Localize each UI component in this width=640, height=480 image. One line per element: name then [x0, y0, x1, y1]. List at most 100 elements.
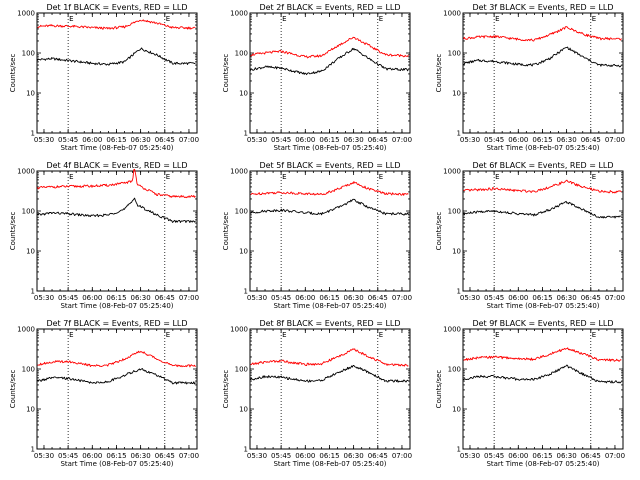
x-tick-label: 06:15	[319, 294, 339, 302]
x-tick-label: 06:30	[344, 294, 364, 302]
y-tick-label: 10	[239, 406, 248, 414]
x-tick-label: 06:30	[557, 452, 577, 460]
subplot-title: Det 8f BLACK = Events, RED = LLD	[259, 319, 400, 328]
y-tick-label: 1	[457, 130, 461, 138]
y-axis-label: Counts/sec	[9, 370, 17, 409]
y-tick-label: 100	[22, 366, 35, 374]
y-tick-label: 1000	[17, 10, 35, 18]
subplot-det-5f: Det 5f BLACK = Events, RED = LLD 1 10 100 10…	[222, 161, 412, 310]
x-tick-label: 06:15	[319, 452, 339, 460]
plot-frame	[36, 328, 198, 450]
x-tick-label: 07:00	[392, 294, 412, 302]
x-tick-label: 05:45	[484, 294, 504, 302]
reference-marker-label: E	[495, 173, 499, 181]
y-tick-label: 1	[31, 446, 35, 454]
x-tick-label: 07:00	[179, 294, 199, 302]
x-tick-label: 07:00	[605, 294, 625, 302]
x-tick-label: 06:30	[344, 452, 364, 460]
events-series-line	[463, 364, 622, 384]
reference-marker-label: E	[592, 331, 596, 339]
x-tick-label: 06:30	[131, 136, 151, 144]
lld-series-line	[37, 19, 196, 30]
x-axis-label: Start Time (08-Feb-07 05:25:40)	[273, 144, 386, 152]
x-tick-label: 05:45	[271, 294, 291, 302]
x-tick-label: 06:30	[557, 136, 577, 144]
y-tick-label: 100	[448, 208, 461, 216]
x-tick-label: 06:15	[106, 452, 126, 460]
reference-marker-label: E	[495, 15, 499, 23]
reference-marker-label: E	[69, 331, 73, 339]
y-tick-label: 100	[22, 50, 35, 58]
reference-marker-label: E	[379, 15, 383, 23]
y-tick-label: 1000	[230, 168, 248, 176]
subplot-det-1f: Det 1f BLACK = Events, RED = LLD 1 10 100 10…	[9, 3, 199, 152]
x-tick-label: 06:15	[106, 294, 126, 302]
reference-marker-label: E	[592, 173, 596, 181]
plot-frame	[36, 170, 198, 292]
lld-series-line	[463, 26, 622, 42]
reference-marker-label: E	[166, 331, 170, 339]
y-tick-label: 100	[235, 208, 248, 216]
y-axis-label: Counts/sec	[435, 54, 443, 93]
x-tick-label: 05:30	[247, 294, 267, 302]
subplot-det-8f: Det 8f BLACK = Events, RED = LLD 1 10 100 10…	[222, 319, 412, 468]
plot-frame	[36, 12, 198, 134]
x-tick-label: 06:15	[532, 294, 552, 302]
y-tick-label: 1000	[17, 326, 35, 334]
reference-marker-label: E	[379, 331, 383, 339]
x-tick-label: 05:30	[34, 136, 54, 144]
plot-frame	[462, 170, 624, 292]
y-axis-label: Counts/sec	[222, 212, 230, 251]
x-tick-label: 05:30	[247, 136, 267, 144]
y-tick-label: 10	[26, 248, 35, 256]
x-tick-label: 07:00	[392, 136, 412, 144]
x-tick-label: 06:15	[319, 136, 339, 144]
reference-marker-label: E	[166, 15, 170, 23]
x-tick-label: 06:00	[508, 136, 528, 144]
x-tick-label: 06:15	[532, 452, 552, 460]
y-axis-label: Counts/sec	[222, 54, 230, 93]
subplot-det-6f: Det 6f BLACK = Events, RED = LLD 1 10 100 10…	[435, 161, 625, 310]
x-tick-label: 06:45	[581, 294, 601, 302]
reference-marker-label: E	[379, 173, 383, 181]
x-tick-label: 07:00	[179, 452, 199, 460]
x-tick-label: 05:30	[460, 136, 480, 144]
y-axis-label: Counts/sec	[222, 370, 230, 409]
y-tick-label: 10	[26, 90, 35, 98]
y-axis-label: Counts/sec	[435, 212, 443, 251]
y-tick-label: 1	[244, 130, 248, 138]
plot-frame	[249, 12, 411, 134]
x-tick-label: 06:30	[131, 452, 151, 460]
x-tick-label: 06:00	[295, 452, 315, 460]
subplot-det-3f: Det 3f BLACK = Events, RED = LLD 1 10 100 10…	[435, 3, 625, 152]
reference-marker-label: E	[592, 15, 596, 23]
y-tick-label: 1000	[230, 326, 248, 334]
subplot-title: Det 2f BLACK = Events, RED = LLD	[259, 3, 400, 12]
y-axis-label: Counts/sec	[9, 212, 17, 251]
x-tick-label: 06:15	[106, 136, 126, 144]
plot-frame	[249, 170, 411, 292]
x-tick-label: 06:45	[581, 136, 601, 144]
y-tick-label: 10	[452, 248, 461, 256]
subplot-title: Det 5f BLACK = Events, RED = LLD	[259, 161, 400, 170]
y-tick-label: 1	[244, 288, 248, 296]
x-axis-label: Start Time (08-Feb-07 05:25:40)	[486, 302, 599, 310]
events-series-line	[463, 46, 622, 68]
events-series-line	[37, 47, 196, 66]
x-tick-label: 05:45	[271, 136, 291, 144]
x-tick-label: 05:45	[58, 452, 78, 460]
lld-series-line	[463, 347, 622, 362]
y-tick-label: 1	[244, 446, 248, 454]
x-tick-label: 06:45	[368, 136, 388, 144]
x-tick-label: 06:00	[82, 136, 102, 144]
x-tick-label: 06:45	[155, 294, 175, 302]
reference-marker-label: E	[495, 331, 499, 339]
lld-series-line	[250, 36, 409, 59]
x-tick-label: 06:00	[508, 294, 528, 302]
subplot-title: Det 4f BLACK = Events, RED = LLD	[46, 161, 187, 170]
x-tick-label: 07:00	[605, 136, 625, 144]
x-tick-label: 05:45	[58, 294, 78, 302]
y-tick-label: 10	[239, 248, 248, 256]
y-axis-label: Counts/sec	[9, 54, 17, 93]
